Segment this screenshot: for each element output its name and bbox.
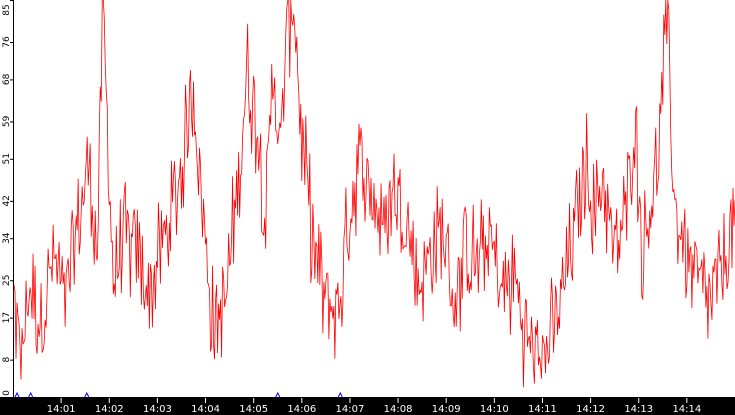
- event-marker: [28, 391, 34, 398]
- x-tick-label: 14:02: [95, 404, 124, 415]
- event-marker: [337, 391, 343, 398]
- y-tick-label: 59: [2, 115, 12, 127]
- x-tick-label: 14:07: [336, 404, 365, 415]
- event-marker: [14, 391, 20, 398]
- y-tick-label: 34: [2, 232, 12, 244]
- event-marker: [84, 391, 90, 398]
- x-axis-ticks: 14:01 14:02 14:03 14:04 14:05 14:06 14:07 14:08…: [47, 398, 701, 415]
- y-tick-label: 42: [2, 195, 12, 206]
- x-tick-label: 14:05: [239, 404, 268, 415]
- x-tick-label: 14:01: [47, 404, 76, 415]
- x-tick-label: 14:09: [432, 404, 461, 415]
- x-tick-label: 14:10: [480, 404, 509, 415]
- series-line: [12, 0, 735, 388]
- y-tick-label: 8: [2, 357, 12, 363]
- event-markers: [14, 391, 343, 398]
- x-tick-label: 14:12: [576, 404, 605, 415]
- y-tick-label: 85: [2, 4, 12, 15]
- y-tick-label: 51: [2, 153, 12, 164]
- series-layer: [12, 0, 735, 388]
- x-tick-label: 14:08: [384, 404, 413, 415]
- x-tick-label: 14:03: [143, 404, 172, 415]
- event-marker: [275, 391, 281, 398]
- y-tick-label: 76: [2, 36, 12, 48]
- y-tick-label: 0: [2, 390, 12, 396]
- x-tick-label: 14:04: [191, 404, 220, 415]
- y-tick-label: 25: [2, 275, 12, 286]
- x-tick-label: 14:11: [528, 404, 557, 415]
- y-axis-ticks: 0 8 17 25 34 42 51 59 68 76 85: [2, 0, 14, 398]
- y-tick-label: 68: [2, 73, 12, 85]
- x-tick-label: 14:13: [624, 404, 653, 415]
- y-tick-label: 17: [2, 312, 12, 323]
- x-axis-band: [0, 397, 735, 415]
- x-tick-label: 14:14: [672, 404, 701, 415]
- x-tick-label: 14:06: [287, 404, 316, 415]
